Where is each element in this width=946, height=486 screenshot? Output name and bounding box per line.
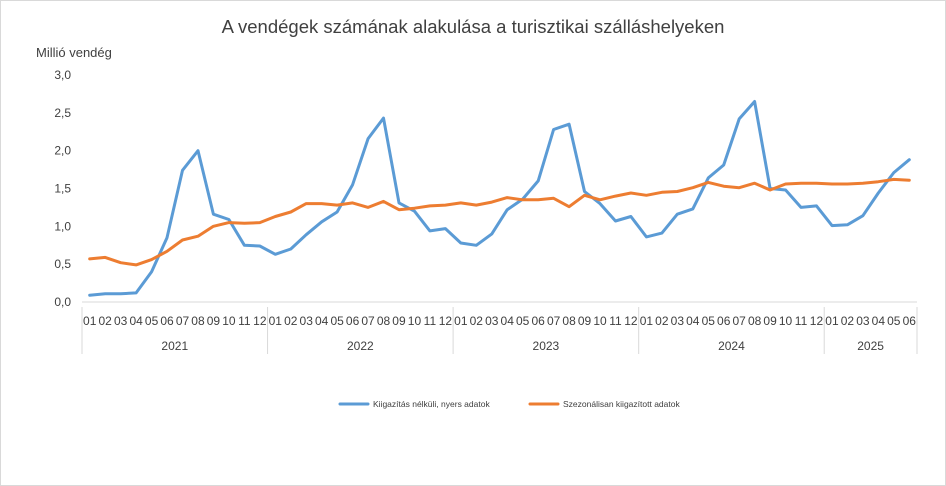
x-tick-label: 01 [83, 314, 97, 328]
x-tick-label: 11 [609, 314, 622, 328]
x-tick-label: 10 [408, 314, 422, 328]
legend: Kiigazítás nélküli, nyers adatok Szezonál… [338, 399, 680, 409]
x-tick-label: 06 [160, 314, 174, 328]
x-tick-label: 11 [795, 314, 808, 328]
x-tick-label: 12 [253, 314, 267, 328]
x-tick-label: 03 [300, 314, 314, 328]
legend-label: Szezonálisan kiigazított adatok [563, 399, 680, 409]
x-tick-label: 03 [856, 314, 870, 328]
x-tick-label: 04 [686, 314, 700, 328]
x-tick-label: 06 [346, 314, 360, 328]
x-tick-label: 06 [717, 314, 731, 328]
x-tick-label: 08 [191, 314, 205, 328]
legend-label: Kiigazítás nélküli, nyers adatok [373, 399, 490, 409]
year-label: 2025 [857, 339, 884, 353]
year-label: 2021 [161, 339, 188, 353]
y-tick-label: 1,5 [54, 182, 71, 196]
x-tick-label: 08 [562, 314, 576, 328]
x-tick-label: 05 [145, 314, 159, 328]
x-tick-label: 01 [454, 314, 468, 328]
x-tick-label: 10 [779, 314, 793, 328]
series-line-2 [88, 177, 911, 267]
x-tick-label: 01 [640, 314, 654, 328]
x-tick-label: 09 [207, 314, 221, 328]
y-tick-label: 1,0 [54, 219, 71, 233]
x-tick-label: 02 [655, 314, 669, 328]
year-label: 2022 [347, 339, 374, 353]
x-tick-label: 02 [284, 314, 298, 328]
x-tick-label: 05 [887, 314, 901, 328]
y-tick-label: 0,5 [54, 257, 71, 271]
x-axis: 01 02 03 04 05 06 07 08 09 10 11 12 01 02 03 04 05 06 07 08… [81, 301, 918, 354]
x-tick-label: 07 [547, 314, 561, 328]
x-tick-label: 04 [501, 314, 515, 328]
x-tick-label: 05 [330, 314, 344, 328]
x-tick-label: 01 [269, 314, 283, 328]
x-tick-label: 02 [841, 314, 855, 328]
x-tick-label: 08 [377, 314, 391, 328]
x-tick-label: 11 [424, 314, 437, 328]
y-tick-label: 3,0 [54, 68, 71, 82]
x-tick-label: 01 [825, 314, 839, 328]
year-label: 2023 [533, 339, 560, 353]
y-axis-ticks: 0,0 0,5 1,0 1,5 2,0 2,5 3,0 [54, 68, 71, 309]
x-tick-label: 07 [732, 314, 746, 328]
x-tick-label: 12 [810, 314, 824, 328]
x-tick-label: 11 [238, 314, 251, 328]
x-tick-label: 07 [176, 314, 190, 328]
x-tick-label: 05 [702, 314, 716, 328]
x-tick-label: 04 [129, 314, 143, 328]
year-label: 2024 [718, 339, 745, 353]
y-tick-label: 0,0 [54, 295, 71, 309]
y-axis-label: Millió vendég [36, 45, 112, 60]
x-tick-label: 09 [763, 314, 777, 328]
x-tick-label: 12 [624, 314, 638, 328]
x-tick-label: 09 [578, 314, 592, 328]
x-tick-label: 09 [392, 314, 406, 328]
x-tick-label: 04 [315, 314, 329, 328]
x-tick-label: 05 [516, 314, 530, 328]
series-lines [88, 100, 911, 297]
x-tick-label: 10 [222, 314, 236, 328]
x-tick-label: 10 [593, 314, 607, 328]
x-tick-label: 03 [114, 314, 128, 328]
chart-title: A vendégek számának alakulása a turiszti… [222, 16, 725, 37]
x-tick-label: 07 [361, 314, 375, 328]
x-tick-label: 02 [470, 314, 484, 328]
x-tick-label: 06 [903, 314, 917, 328]
x-tick-label: 06 [531, 314, 545, 328]
x-tick-label: 04 [872, 314, 886, 328]
y-tick-label: 2,0 [54, 144, 71, 158]
x-tick-label: 08 [748, 314, 762, 328]
y-tick-label: 2,5 [54, 106, 71, 120]
x-tick-label: 02 [99, 314, 113, 328]
x-tick-label: 03 [671, 314, 685, 328]
x-tick-label: 03 [485, 314, 499, 328]
x-tick-label: 12 [439, 314, 453, 328]
